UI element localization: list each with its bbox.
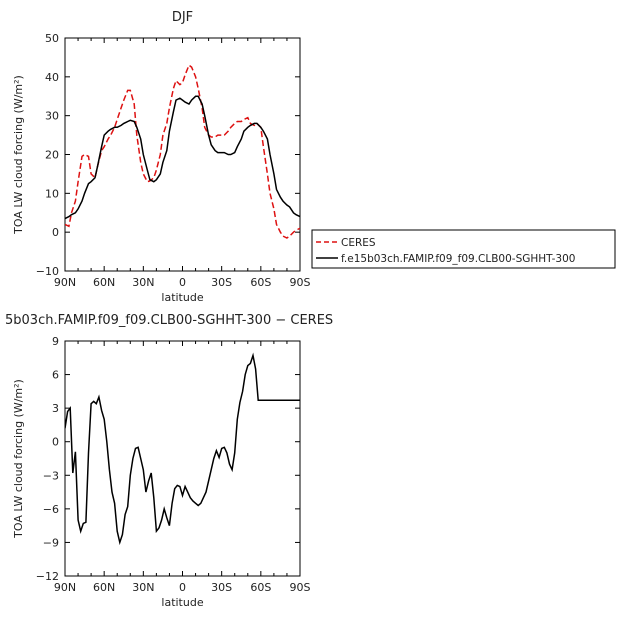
chart1-y-tick-label: 30 — [45, 110, 59, 123]
chart1-y-tick-label: 10 — [45, 187, 59, 200]
chart2-x-axis-label: latitude — [161, 596, 203, 609]
chart2-x-tick-label: 30N — [132, 581, 154, 594]
chart1-x-tick-label: 30S — [211, 276, 232, 289]
chart1-x-tick-label: 30N — [132, 276, 154, 289]
chart-legend: CERES f.e15b03ch.FAMIP.f09_f09.CLB00-SGHH… — [311, 229, 616, 269]
chart1-y-tick-label: 50 — [45, 32, 59, 45]
chart2-x-tick-label: 0 — [179, 581, 186, 594]
chart2-y-tick-label: 6 — [52, 369, 59, 382]
legend-label-1: CERES — [341, 237, 376, 249]
chart1-x-axis-label: latitude — [161, 291, 203, 304]
chart-zonal-mean: DJF 90N 60N 30N 0 30S 60S 90S −10 0 10 20 30 40 50 lati… — [12, 10, 311, 304]
chart2-y-tick-label: −12 — [36, 570, 59, 583]
chart2-x-tick-label: 60N — [93, 581, 115, 594]
chart2-x-tick-label: 90N — [54, 581, 76, 594]
chart2-y-axis-label: TOA LW cloud forcing (W/m²) — [12, 379, 25, 539]
chart1-y-tick-label: 40 — [45, 71, 59, 84]
chart1-x-tick-label: 90S — [290, 276, 311, 289]
chart2-series-line-1 — [65, 352, 300, 546]
chart1-x-tick-label: 60N — [93, 276, 115, 289]
chart2-y-tick-label: −6 — [43, 503, 59, 516]
chart1-y-tick-label: −10 — [36, 265, 59, 278]
chart2-y-tick-label: 9 — [52, 335, 59, 348]
legend-label-2: f.e15b03ch.FAMIP.f09_f09.CLB00-SGHHT-300 — [341, 253, 575, 265]
chart2-y-tick-label: 3 — [52, 402, 59, 415]
chart2-y-tick-label: 0 — [52, 436, 59, 449]
chart2-plot-frame — [64, 340, 301, 577]
chart1-y-tick-label: 0 — [52, 226, 59, 239]
chart2-y-tick-label: −3 — [43, 469, 59, 482]
chart2-y-tick-label: −9 — [43, 536, 59, 549]
chart1-title: DJF — [172, 10, 193, 25]
chart1-x-tick-label: 0 — [179, 276, 186, 289]
chart1-y-tick-label: 20 — [45, 149, 59, 162]
chart1-x-tick-label: 60S — [250, 276, 271, 289]
chart1-y-axis-label: TOA LW cloud forcing (W/m²) — [12, 75, 25, 235]
chart2-x-tick-label: 30S — [211, 581, 232, 594]
chart-difference: 5b03ch.FAMIP.f09_f09.CLB00-SGHHT-300 − C… — [5, 313, 333, 609]
legend-box — [311, 229, 616, 269]
chart1-series-line-2 — [65, 95, 300, 220]
chart1-x-tick-label: 90N — [54, 276, 76, 289]
chart2-title: 5b03ch.FAMIP.f09_f09.CLB00-SGHHT-300 − C… — [5, 313, 333, 328]
chart2-x-tick-label: 90S — [290, 581, 311, 594]
chart2-x-tick-label: 60S — [250, 581, 271, 594]
